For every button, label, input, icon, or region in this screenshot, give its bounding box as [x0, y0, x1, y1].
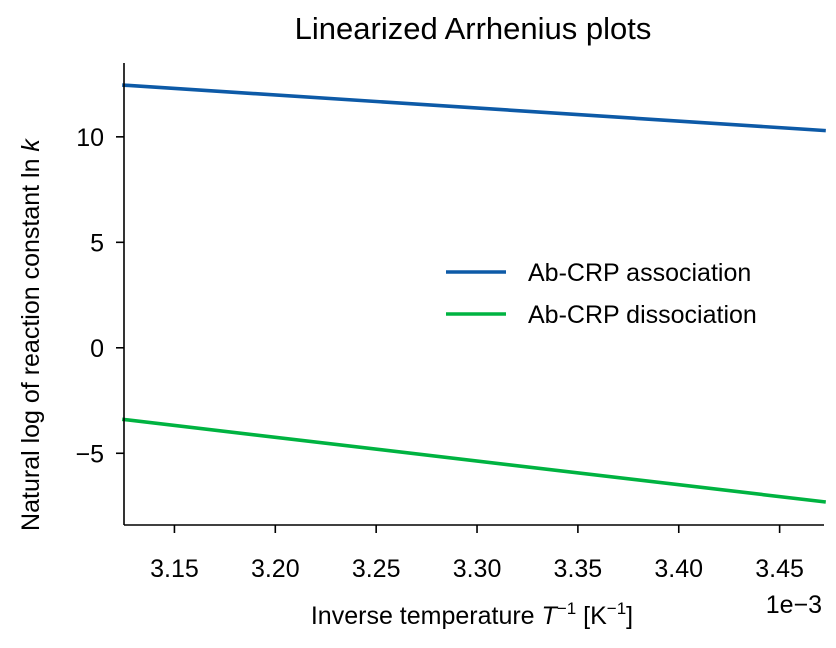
x-ticks: 3.15 3.20 3.25 3.30 3.35 3.40 3.45: [150, 525, 804, 583]
x-axis-label-unit-exp: −1: [607, 599, 626, 618]
series-line-1: [122, 83, 826, 133]
legend-label-1: Ab-CRP association: [528, 259, 751, 287]
y-axis-label-prefix: Natural log of reaction constant ln: [17, 152, 45, 531]
x-tick-label: 3.35: [554, 555, 603, 583]
x-tick-label: 3.45: [755, 555, 804, 583]
x-tick-label: 3.40: [654, 555, 703, 583]
x-tick-label: 3.20: [251, 555, 300, 583]
y-axis-label-var: k: [17, 138, 45, 152]
y-tick-label: −5: [75, 440, 104, 468]
y-axis-label: Natural log of reaction constant ln k: [17, 138, 45, 531]
x-axis-label-exp: −1: [557, 599, 576, 618]
x-tick-label: 3.25: [352, 555, 401, 583]
x-tick-label: 3.15: [150, 555, 199, 583]
series-line-2: [122, 417, 826, 504]
x-axis-label-prefix: Inverse temperature: [311, 602, 542, 630]
y-tick-label: 10: [76, 124, 104, 152]
y-tick-label: 5: [90, 229, 104, 257]
x-offset-text: 1e−3: [766, 591, 822, 619]
legend: Ab-CRP association Ab-CRP dissociation: [446, 259, 757, 329]
y-ticks: 10 5 0 −5: [75, 124, 124, 468]
legend-label-2: Ab-CRP dissociation: [528, 301, 757, 329]
series-group: [122, 83, 826, 504]
x-tick-label: 3.30: [453, 555, 502, 583]
chart-title: Linearized Arrhenius plots: [295, 11, 652, 46]
x-axis-label-var: T: [542, 602, 559, 630]
x-axis-label: Inverse temperature T−1 [K−1]: [311, 599, 633, 630]
y-tick-label: 0: [90, 335, 104, 363]
x-axis-label-close: ]: [626, 602, 633, 630]
x-axis-label-open: [K: [576, 602, 607, 630]
